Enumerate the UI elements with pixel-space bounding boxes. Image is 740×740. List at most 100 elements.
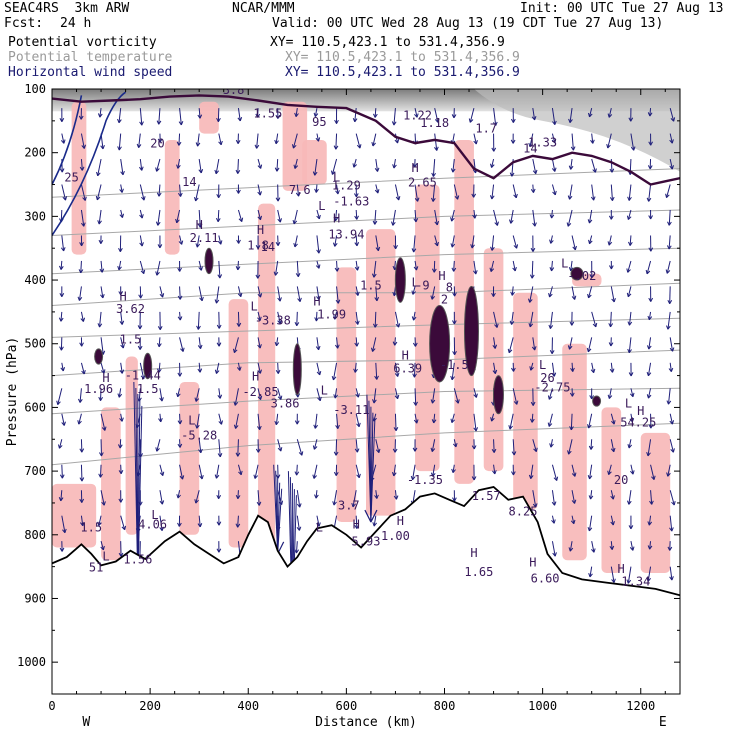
wind-arrow-head: [569, 392, 575, 397]
wind-arrow: [292, 133, 298, 149]
wind-arrow: [549, 286, 553, 298]
wind-arrow-head: [626, 292, 632, 298]
wind-arrow: [589, 235, 593, 244]
pv-maximum: [463, 285, 479, 377]
org-label: NCAR/MMM: [232, 1, 295, 16]
wind-arrow: [413, 235, 416, 253]
wind-arrow: [394, 362, 399, 377]
wind-arrow: [138, 133, 141, 148]
wind-arrow-head: [356, 144, 362, 149]
wind-arrow: [394, 337, 396, 346]
wind-arrow: [374, 108, 377, 118]
y-tick-label: 900: [24, 591, 46, 605]
contour-annotation: 1.33: [528, 135, 557, 149]
contour-annotation: 8: [446, 281, 453, 295]
wind-arrow-head: [218, 140, 223, 146]
wind-arrow: [316, 260, 320, 269]
wind-arrow-head: [587, 219, 593, 224]
wind-arrow-head: [413, 218, 419, 223]
model-label: SEAC4RS 3km ARW: [4, 1, 130, 16]
wind-arrow-head: [490, 417, 495, 422]
wind-arrow-head: [119, 417, 124, 422]
wind-arrow-head: [454, 195, 460, 200]
wind-arrow: [215, 286, 220, 304]
wind-arrow: [493, 439, 495, 453]
wind-arrow-head: [607, 241, 613, 246]
wind-arrow: [118, 108, 122, 123]
wind-arrow: [493, 362, 496, 374]
wind-arrow: [473, 158, 477, 174]
pv-maximum: [292, 343, 302, 396]
wind-speed-shading: [483, 248, 504, 472]
wind-arrow-head: [257, 344, 262, 349]
wind-arrow-head: [316, 370, 322, 376]
wind-arrow: [334, 388, 338, 399]
wind-arrow-head: [450, 243, 456, 248]
wind-arrow: [668, 209, 671, 226]
wind-arrow-head: [490, 246, 495, 251]
wind-arrow-head: [551, 167, 557, 172]
wind-arrow: [159, 490, 163, 505]
wind-arrow: [434, 209, 438, 226]
wind-arrow: [591, 311, 597, 328]
x-axis-label: Distance (km): [315, 715, 417, 730]
wind-arrow: [608, 107, 612, 118]
wind-arrow-head: [199, 296, 204, 302]
wind-arrow-head: [669, 165, 674, 170]
wind-arrow: [587, 337, 593, 352]
contour-annotation: 5.93: [352, 535, 381, 549]
wind-arrow-head: [395, 323, 401, 328]
wind-arrow-head: [177, 372, 183, 377]
wind-arrow-head: [588, 573, 593, 578]
contour-annotation: -2.85: [242, 385, 278, 399]
y-tick-label: 300: [24, 209, 46, 223]
wind-arrow-head: [80, 317, 86, 322]
wind-arrow-head: [568, 547, 574, 552]
wind-arrow-head: [374, 297, 380, 302]
wind-arrow-head: [176, 392, 181, 398]
wind-arrow-head: [430, 472, 436, 477]
wind-arrow-head: [297, 297, 302, 302]
wind-arrow: [591, 184, 595, 201]
wind-arrow-head: [117, 118, 122, 124]
contour-annotation: H: [411, 161, 418, 175]
wind-arrow-head: [645, 269, 651, 275]
wind-arrow: [551, 158, 556, 172]
wind-arrow-head: [236, 322, 242, 327]
wind-arrow: [235, 413, 239, 429]
wind-arrow: [257, 490, 260, 506]
wind-arrow: [473, 388, 477, 398]
wind-arrow-head: [157, 244, 163, 249]
contour-annotation: 3.8: [223, 83, 245, 97]
wind-arrow-head: [473, 393, 478, 398]
wind-arrow-head: [372, 323, 378, 328]
wind-arrow: [512, 260, 516, 272]
wind-arrow-head: [492, 344, 498, 349]
wind-arrow-head: [56, 400, 61, 405]
wind-arrow: [118, 133, 122, 151]
wind-arrow: [196, 235, 200, 248]
east-label: E: [659, 715, 667, 730]
wind-arrow: [80, 159, 83, 171]
wind-arrow-head: [611, 298, 616, 303]
wind-arrow: [451, 362, 455, 380]
wind-arrow: [218, 413, 223, 425]
wind-arrow: [452, 464, 455, 473]
wind-arrow-head: [627, 348, 632, 354]
wind-arrow-head: [156, 120, 162, 125]
wind-arrow-head: [393, 426, 399, 432]
wind-arrow-head: [255, 113, 261, 118]
wind-arrow: [58, 439, 63, 449]
wind-arrow: [195, 490, 200, 504]
wind-arrow-head: [531, 346, 537, 351]
wind-arrow-head: [391, 221, 396, 226]
wind-arrow: [61, 464, 63, 479]
wind-arrow-head: [198, 168, 204, 174]
wind-arrow: [669, 490, 675, 506]
wind-arrow-head: [356, 473, 361, 479]
contour-annotation: 1.18: [420, 116, 449, 130]
wind-arrow-head: [470, 244, 475, 249]
wind-arrow-head: [120, 344, 125, 349]
wind-arrow: [159, 413, 162, 422]
wind-arrow: [452, 158, 455, 173]
